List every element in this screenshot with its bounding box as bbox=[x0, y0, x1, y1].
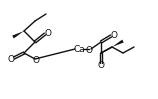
Text: O: O bbox=[97, 61, 104, 70]
Text: O: O bbox=[7, 55, 15, 63]
Text: O: O bbox=[110, 30, 118, 40]
Text: O: O bbox=[85, 46, 92, 55]
Text: O: O bbox=[33, 56, 40, 65]
Polygon shape bbox=[112, 40, 124, 47]
Text: Ca: Ca bbox=[73, 44, 85, 53]
Polygon shape bbox=[12, 31, 24, 38]
Text: O: O bbox=[45, 29, 52, 38]
